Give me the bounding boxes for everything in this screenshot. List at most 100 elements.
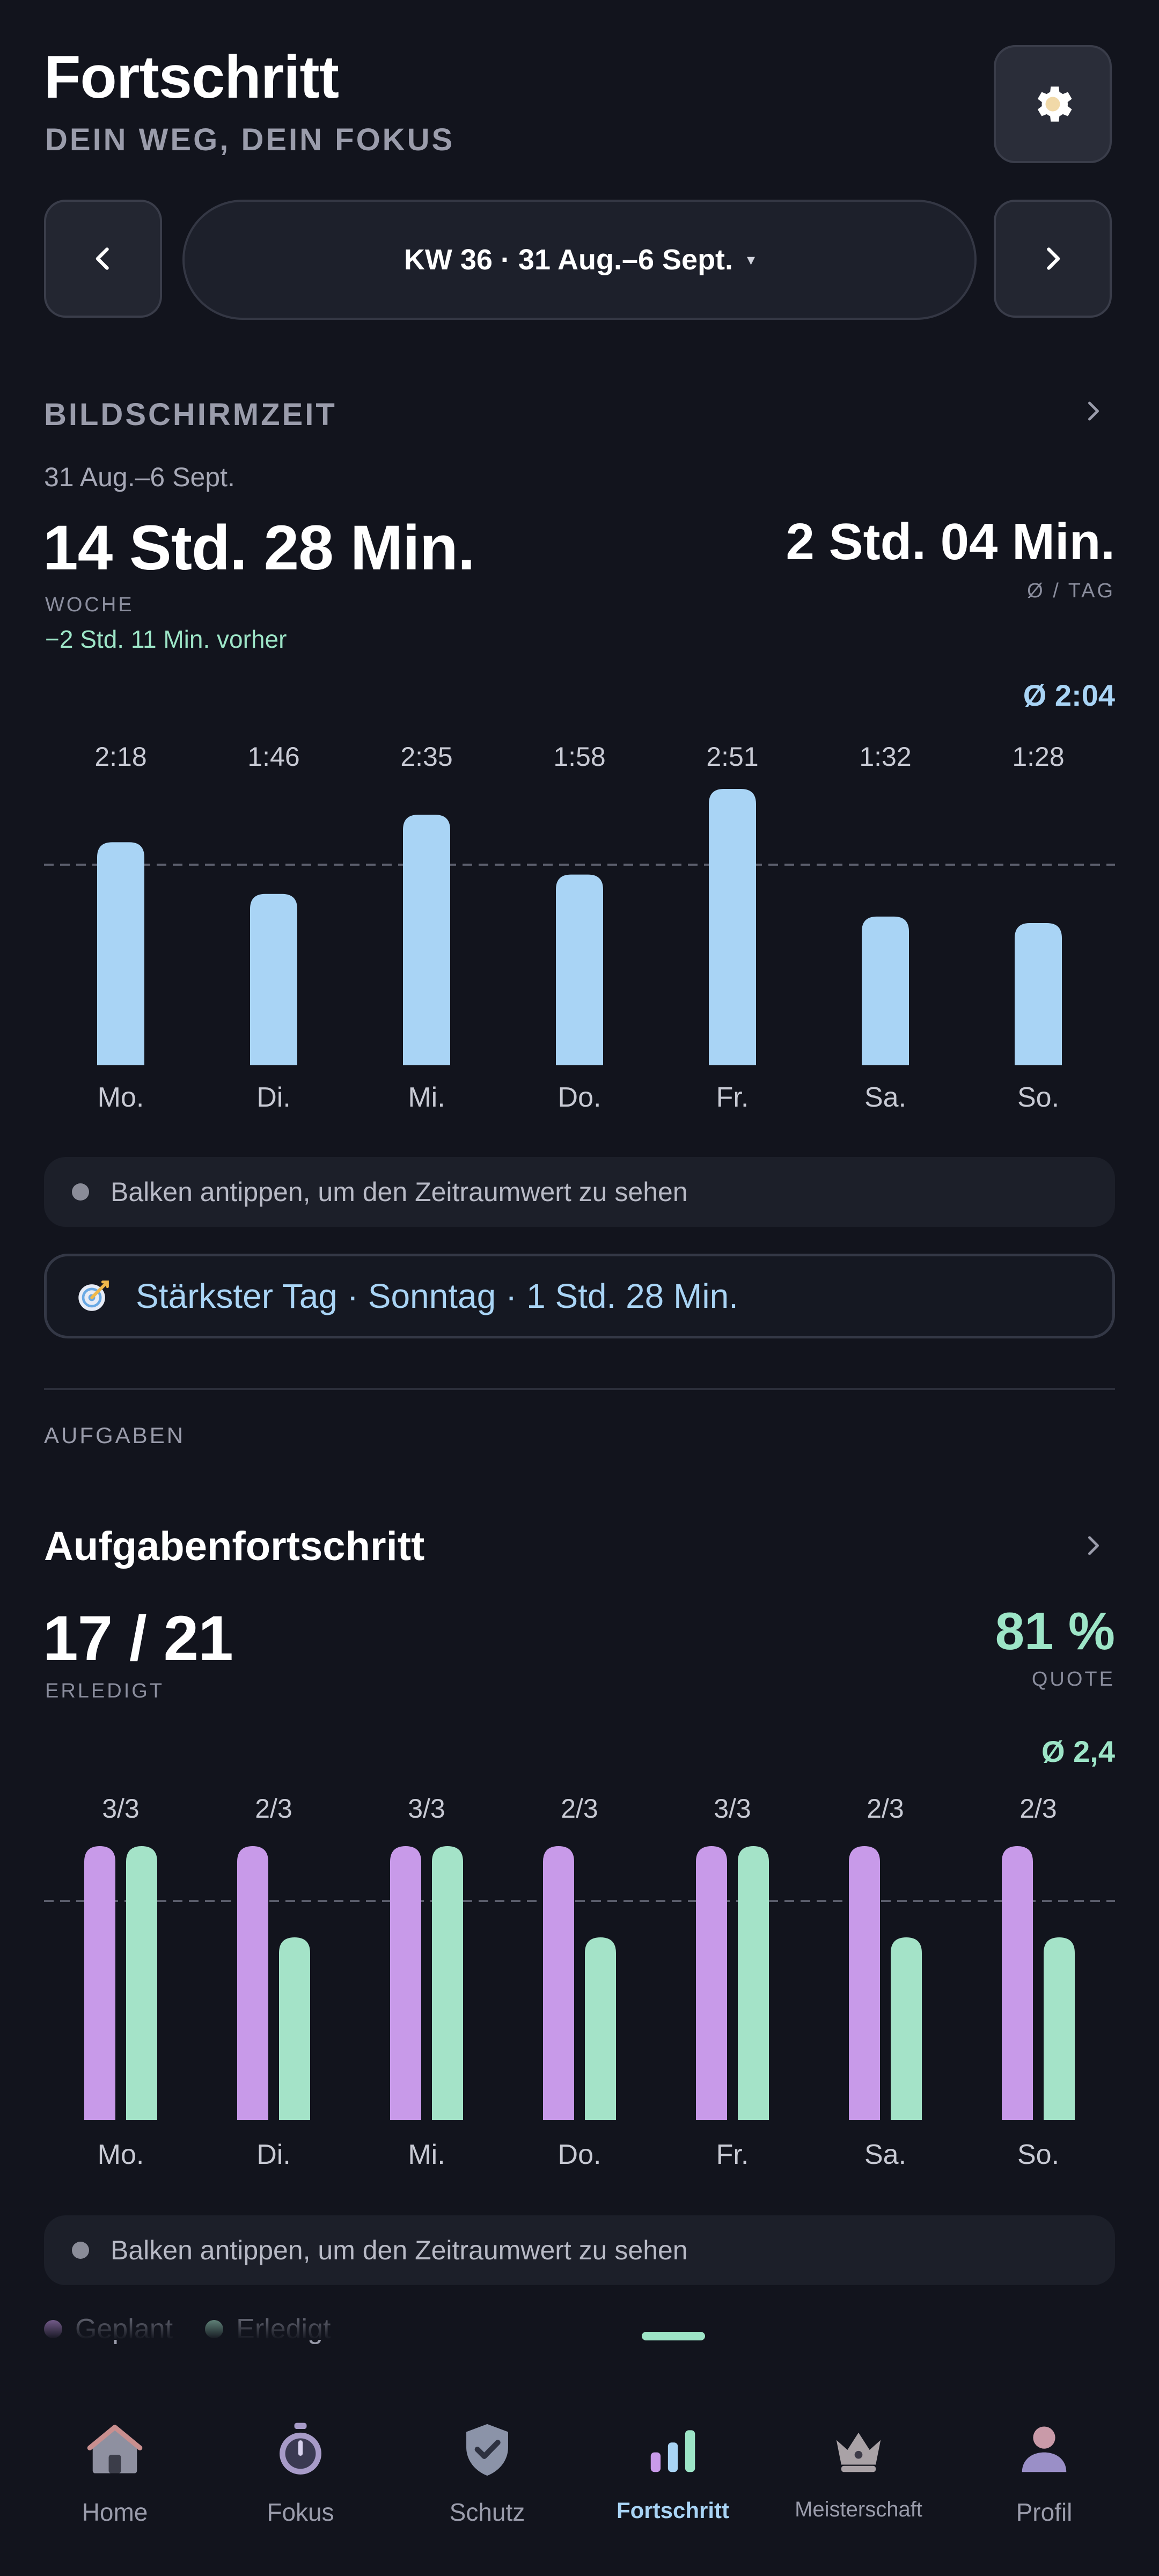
tasks-hint: Balken antippen, um den Zeitraumwert zu …	[44, 2215, 1115, 2285]
screen-time-total-caption: WOCHE	[45, 594, 134, 616]
info-dot-icon	[72, 2242, 89, 2259]
done-bar	[1044, 1937, 1075, 2120]
screen-time-change: −2 Std. 11 Min. vorher	[45, 625, 287, 653]
bottom-navigation: Home Fokus Schutz	[0, 2356, 1159, 2576]
done-bar	[738, 1846, 769, 2120]
planned-bar	[696, 1846, 727, 2120]
bar-value-label: 2:18	[94, 742, 146, 772]
nav-label-profil: Profil	[1016, 2498, 1073, 2526]
tasks-title: Aufgabenfortschritt	[44, 1524, 425, 1569]
bar-value-label: 2:51	[706, 742, 758, 772]
day-label: So.	[1017, 2139, 1059, 2170]
nav-label-meisterschaft: Meisterschaft	[795, 2498, 922, 2521]
screen-time-bar	[862, 916, 909, 1065]
settings-button[interactable]	[994, 45, 1112, 163]
screen-time-per-day: 2 Std. 04 Min.	[786, 513, 1115, 570]
day-label: Di.	[256, 2139, 291, 2170]
bar-value-label: 1:32	[859, 742, 911, 772]
week-label: KW 36 · 31 Aug.–6 Sept.	[404, 244, 733, 276]
nav-label-fortschritt: Fortschritt	[617, 2498, 729, 2523]
page-title: Fortschritt	[44, 43, 339, 111]
tasks-average-label: Ø 2,4	[1041, 1735, 1115, 1768]
done-bar	[432, 1846, 463, 2120]
done-bar	[891, 1937, 922, 2120]
scroll-fade	[0, 2302, 1159, 2340]
day-label: Di.	[256, 1082, 291, 1113]
nav-item-profil[interactable]: Profil	[953, 2415, 1135, 2527]
info-dot-icon	[72, 1183, 89, 1201]
bar-value-label: 3/3	[102, 1794, 140, 1824]
screen-time-total: 14 Std. 28 Min.	[43, 513, 475, 583]
bar-value-label: 2/3	[867, 1794, 904, 1824]
nav-label-schutz: Schutz	[449, 2498, 525, 2526]
stopwatch-target-icon	[78, 1280, 109, 1311]
planned-bar	[1002, 1846, 1033, 2120]
bar-value-label: 2/3	[561, 1794, 598, 1824]
day-label: Do.	[558, 1082, 601, 1113]
section-divider	[44, 1388, 1115, 1390]
nav-label-home: Home	[82, 2498, 148, 2526]
bar-value-label: 1:28	[1012, 742, 1064, 772]
screen-time-range: 31 Aug.–6 Sept.	[44, 462, 235, 492]
chevron-left-icon	[96, 247, 109, 270]
stopwatch-icon	[280, 2423, 321, 2475]
done-bar	[585, 1937, 616, 2120]
screen-time-average-label: Ø 2:04	[1023, 678, 1115, 712]
nav-item-meisterschaft[interactable]: Meisterschaft	[767, 2415, 950, 2522]
nav-item-home[interactable]: Home	[24, 2415, 206, 2527]
planned-bar	[543, 1846, 574, 2120]
day-label: Mo.	[98, 1082, 144, 1113]
screen-time-hint: Balken antippen, um den Zeitraumwert zu …	[44, 1157, 1115, 1227]
screen-time-chart[interactable]: 2:18 Mo. 1:46 Di. 2:35 Mi. 1:58 Do. 2:51 Fr. 1:32 S…	[0, 730, 1159, 1127]
done-bar	[279, 1937, 310, 2120]
strongest-day-card[interactable]: Stärkster Tag · Sonntag · 1 Std. 28 Min.	[44, 1254, 1115, 1338]
day-label: So.	[1017, 1082, 1059, 1113]
bar-value-label: 1:46	[247, 742, 299, 772]
tasks-chart[interactable]: 3/3 Mo. 2/3 Di. 3/3 Mi. 2/3 Do. 3/3 Fr. 2/3 Sa. 2/3 S…	[0, 1782, 1159, 2179]
bar-chart-icon	[650, 2430, 695, 2472]
day-label: Do.	[558, 2139, 601, 2170]
screen-time-bar	[1015, 923, 1062, 1065]
tasks-details-chevron-icon[interactable]	[1082, 1529, 1105, 1568]
screen-time-hint-text: Balken antippen, um den Zeitraumwert zu …	[111, 1177, 688, 1207]
gear-icon	[1037, 86, 1072, 122]
tasks-hint-text: Balken antippen, um den Zeitraumwert zu …	[111, 2235, 688, 2265]
strongest-day-text: Stärkster Tag · Sonntag · 1 Std. 28 Min.	[136, 1277, 738, 1315]
day-label: Sa.	[864, 2139, 906, 2170]
scroll-indicator	[642, 2332, 705, 2340]
day-label: Fr.	[716, 2139, 749, 2170]
day-label: Sa.	[864, 1082, 906, 1113]
nav-item-schutz[interactable]: Schutz	[396, 2415, 578, 2527]
day-label: Fr.	[716, 1082, 749, 1113]
planned-bar	[390, 1846, 421, 2120]
screen-time-details-chevron-icon[interactable]	[1082, 395, 1105, 433]
nav-item-fortschritt[interactable]: Fortschritt	[582, 2415, 764, 2523]
day-label: Mi.	[408, 2139, 445, 2170]
bar-value-label: 1:58	[553, 742, 605, 772]
screen-time-section-label: BILDSCHIRMZEIT	[44, 397, 337, 432]
nav-item-fokus[interactable]: Fokus	[209, 2415, 392, 2527]
next-week-button[interactable]	[994, 200, 1112, 318]
shield-check-icon	[466, 2424, 508, 2476]
tasks-done: 17 / 21	[43, 1603, 233, 1674]
tasks-rate-caption: QUOTE	[1031, 1668, 1115, 1690]
chevron-right-icon	[1047, 247, 1060, 270]
crown-icon	[836, 2432, 881, 2472]
bar-value-label: 3/3	[714, 1794, 751, 1824]
planned-bar	[237, 1846, 268, 2120]
done-bar	[126, 1846, 157, 2120]
screen-time-per-day-caption: Ø / TAG	[1027, 580, 1115, 602]
planned-bar	[849, 1846, 880, 2120]
prev-week-button[interactable]	[44, 200, 162, 318]
week-selector[interactable]: KW 36 · 31 Aug.–6 Sept. ▾	[182, 200, 977, 320]
day-label: Mo.	[98, 2139, 144, 2170]
person-icon	[1022, 2426, 1067, 2472]
tasks-section-label: AUFGABEN	[44, 1423, 186, 1448]
nav-label-fokus: Fokus	[267, 2498, 334, 2526]
bar-value-label: 2/3	[255, 1794, 292, 1824]
tasks-rate: 81 %	[995, 1601, 1115, 1660]
bar-value-label: 2:35	[400, 742, 452, 772]
page-subtitle: DEIN WEG, DEIN FOKUS	[45, 122, 455, 157]
screen-time-bar	[403, 815, 450, 1065]
planned-bar	[84, 1846, 115, 2120]
